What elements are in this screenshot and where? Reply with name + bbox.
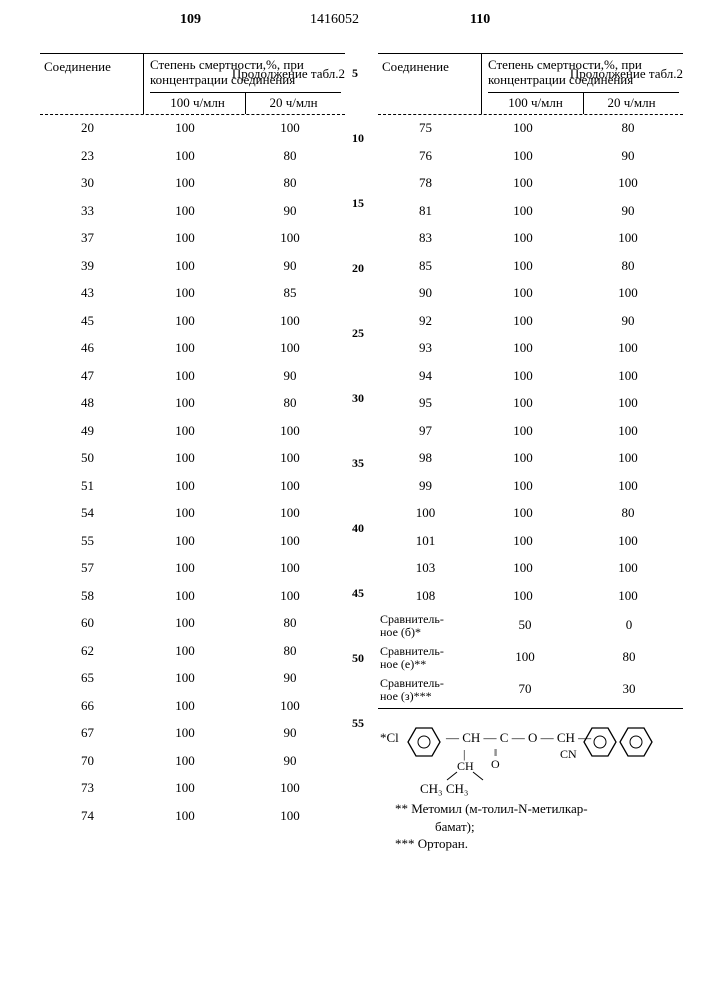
table-row: 97100100: [378, 417, 683, 445]
line-mark: 50: [352, 652, 364, 666]
table-row: 90100100: [378, 280, 683, 308]
table-row: 103100100: [378, 555, 683, 583]
table-header-right: Соединение Степень смертности,%, при кон…: [378, 53, 683, 115]
table-row: 58100100: [40, 582, 345, 610]
table-row: 98100100: [378, 445, 683, 473]
table-row: 46100100: [40, 335, 345, 363]
table-row: 6710090: [40, 720, 345, 748]
footnote-2: *** Орторан.: [395, 835, 685, 853]
table-row: 8110090: [378, 197, 683, 225]
table-row: 94100100: [378, 362, 683, 390]
hdr-100ppm-r: 100 ч/млн: [488, 93, 584, 114]
line-mark: 30: [352, 392, 364, 406]
footnotes: ** Метомил (м-толил-N-метилкар- бамат); …: [395, 800, 685, 853]
table-header-left: Соединение Степень смертности,%, при кон…: [40, 53, 345, 115]
left-column: Продолжение табл.2 Соединение Степень см…: [40, 35, 345, 990]
hdr-20ppm-r: 20 ч/млн: [584, 93, 679, 114]
table-row: 2310080: [40, 142, 345, 170]
table-row: 3310090: [40, 197, 345, 225]
hdr-100ppm: 100 ч/млн: [150, 93, 246, 114]
table-row: Сравнитель- ное (з)***7030: [378, 674, 683, 706]
chem-line3: CH₃ CH₃: [380, 782, 680, 797]
line-mark: 10: [352, 132, 364, 146]
continuation-label-left: Продолжение табл.2: [232, 67, 345, 82]
line-mark: 15: [352, 197, 364, 211]
table-row: 7610090: [378, 142, 683, 170]
table-row: 57100100: [40, 555, 345, 583]
svg-text:O: O: [491, 757, 500, 771]
hdr-compound: Соединение: [40, 54, 144, 114]
svg-text:*Cl: *Cl: [380, 730, 399, 745]
table-row: 7510080: [378, 115, 683, 143]
table-row: 66100100: [40, 692, 345, 720]
svg-text:CN: CN: [560, 747, 577, 761]
line-mark: 20: [352, 262, 364, 276]
table-row: 10010080: [378, 500, 683, 528]
table-row: 9210090: [378, 307, 683, 335]
line-mark: 5: [352, 67, 358, 81]
table-row: 7010090: [40, 747, 345, 775]
bottom-rule: [378, 708, 683, 709]
footnote-1b: бамат);: [395, 818, 685, 836]
table-row: 6510090: [40, 665, 345, 693]
table-body-right: 7510080761009078100100811009083100100851…: [378, 115, 683, 706]
table-row: 37100100: [40, 225, 345, 253]
hdr-compound-r: Соединение: [378, 54, 482, 114]
table-row: 55100100: [40, 527, 345, 555]
line-mark: 55: [352, 717, 364, 731]
table-row: 101100100: [378, 527, 683, 555]
table-row: 4310085: [40, 280, 345, 308]
table-row: 6010080: [40, 610, 345, 638]
page-number-left: 109: [180, 12, 201, 28]
line-mark: 25: [352, 327, 364, 341]
continuation-label-right: Продолжение табл.2: [570, 67, 683, 82]
line-mark: 35: [352, 457, 364, 471]
table-row: 4810080: [40, 390, 345, 418]
table-row: 73100100: [40, 775, 345, 803]
table-row: 45100100: [40, 307, 345, 335]
table-row: Сравнитель- ное (б)*500: [378, 610, 683, 642]
hdr-20ppm: 20 ч/млн: [246, 93, 341, 114]
table-row: 3910090: [40, 252, 345, 280]
table-row: 20100100: [40, 115, 345, 143]
table-row: 95100100: [378, 390, 683, 418]
line-mark: 45: [352, 587, 364, 601]
line-mark: 40: [352, 522, 364, 536]
table-row: 54100100: [40, 500, 345, 528]
table-row: 51100100: [40, 472, 345, 500]
table-row: 93100100: [378, 335, 683, 363]
table-row: 74100100: [40, 802, 345, 830]
table-row: 50100100: [40, 445, 345, 473]
table-body-left: 2010010023100803010080331009037100100391…: [40, 115, 345, 830]
table-row: 78100100: [378, 170, 683, 198]
chemical-formula: *Cl — CH — C — O — CH — ‖ O CN | CH CH₃ …: [380, 722, 680, 797]
table-row: 49100100: [40, 417, 345, 445]
footnote-1: ** Метомил (м-толил-N-метилкар-: [395, 800, 685, 818]
table-row: Сравнитель- ное (е)**10080: [378, 642, 683, 674]
table-row: 6210080: [40, 637, 345, 665]
table-row: 108100100: [378, 582, 683, 610]
table-row: 99100100: [378, 472, 683, 500]
table-row: 83100100: [378, 225, 683, 253]
svg-text:CH: CH: [457, 759, 474, 773]
page-number-right: 110: [470, 12, 490, 28]
table-row: 8510080: [378, 252, 683, 280]
table-row: 3010080: [40, 170, 345, 198]
svg-text:— CH — C — O — CH —: — CH — C — O — CH —: [445, 730, 592, 745]
patent-number: 1416052: [310, 12, 359, 28]
table-row: 4710090: [40, 362, 345, 390]
